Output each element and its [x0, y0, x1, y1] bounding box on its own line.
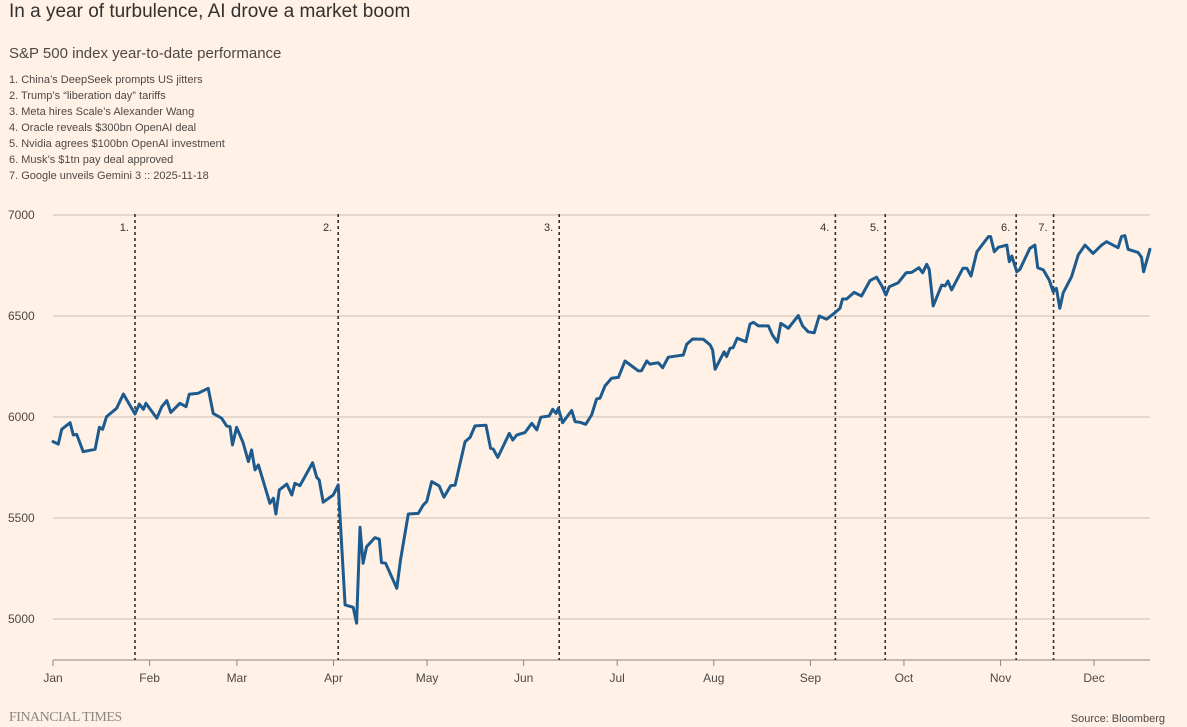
series-line-sp500 — [51, 234, 1152, 625]
x-tick-label: Sep — [800, 671, 822, 685]
event-marker-label: 3. — [544, 222, 553, 234]
event-marker-label: 2. — [323, 222, 332, 234]
x-tick-label: Aug — [703, 671, 724, 685]
y-tick-label: 5000 — [8, 612, 35, 626]
x-tick-label: Oct — [895, 671, 914, 685]
y-tick-label: 5500 — [8, 511, 35, 525]
event-marker-label: 1. — [120, 222, 129, 234]
source-note: Source: Bloomberg — [1070, 713, 1165, 725]
x-tick-label: Jul — [610, 671, 625, 685]
event-marker-label: 7. — [1038, 222, 1047, 234]
x-tick-label: Jan — [43, 671, 62, 685]
event-note: 4. Oracle reveals $300bn OpenAI deal — [9, 122, 197, 134]
event-note: 2. Trump’s “liberation day” tariffs — [9, 90, 166, 102]
event-marker-label: 4. — [820, 222, 829, 234]
event-marker-label: 6. — [1001, 222, 1010, 234]
x-tick-label: Jun — [514, 671, 533, 685]
ft-logo: FINANCIAL TIMES — [9, 710, 122, 725]
event-note: 6. Musk’s $1tn pay deal approved — [9, 154, 174, 166]
event-note: 7. Google unveils Gemini 3 :: 2025-11-18 — [9, 170, 209, 182]
x-tick-label: Apr — [324, 671, 343, 685]
event-note: 5. Nvidia agrees $100bn OpenAI investmen… — [9, 138, 225, 150]
event-note: 1. China’s DeepSeek prompts US jitters — [9, 74, 203, 86]
x-tick-label: Nov — [990, 671, 1011, 685]
x-tick-label: Feb — [139, 671, 160, 685]
chart-title: In a year of turbulence, AI drove a mark… — [9, 1, 411, 22]
event-marker-label: 5. — [870, 222, 879, 234]
event-note: 3. Meta hires Scale’s Alexander Wang — [9, 106, 195, 118]
x-tick-label: May — [416, 671, 439, 685]
x-tick-label: Mar — [227, 671, 248, 685]
y-tick-label: 7000 — [8, 208, 35, 222]
x-tick-label: Dec — [1083, 671, 1104, 685]
y-tick-label: 6000 — [8, 410, 35, 424]
y-tick-label: 6500 — [8, 309, 35, 323]
chart-subtitle: S&P 500 index year-to-date performance — [9, 45, 282, 62]
event-notes: 1. China’s DeepSeek prompts US jitters 2… — [9, 72, 225, 184]
